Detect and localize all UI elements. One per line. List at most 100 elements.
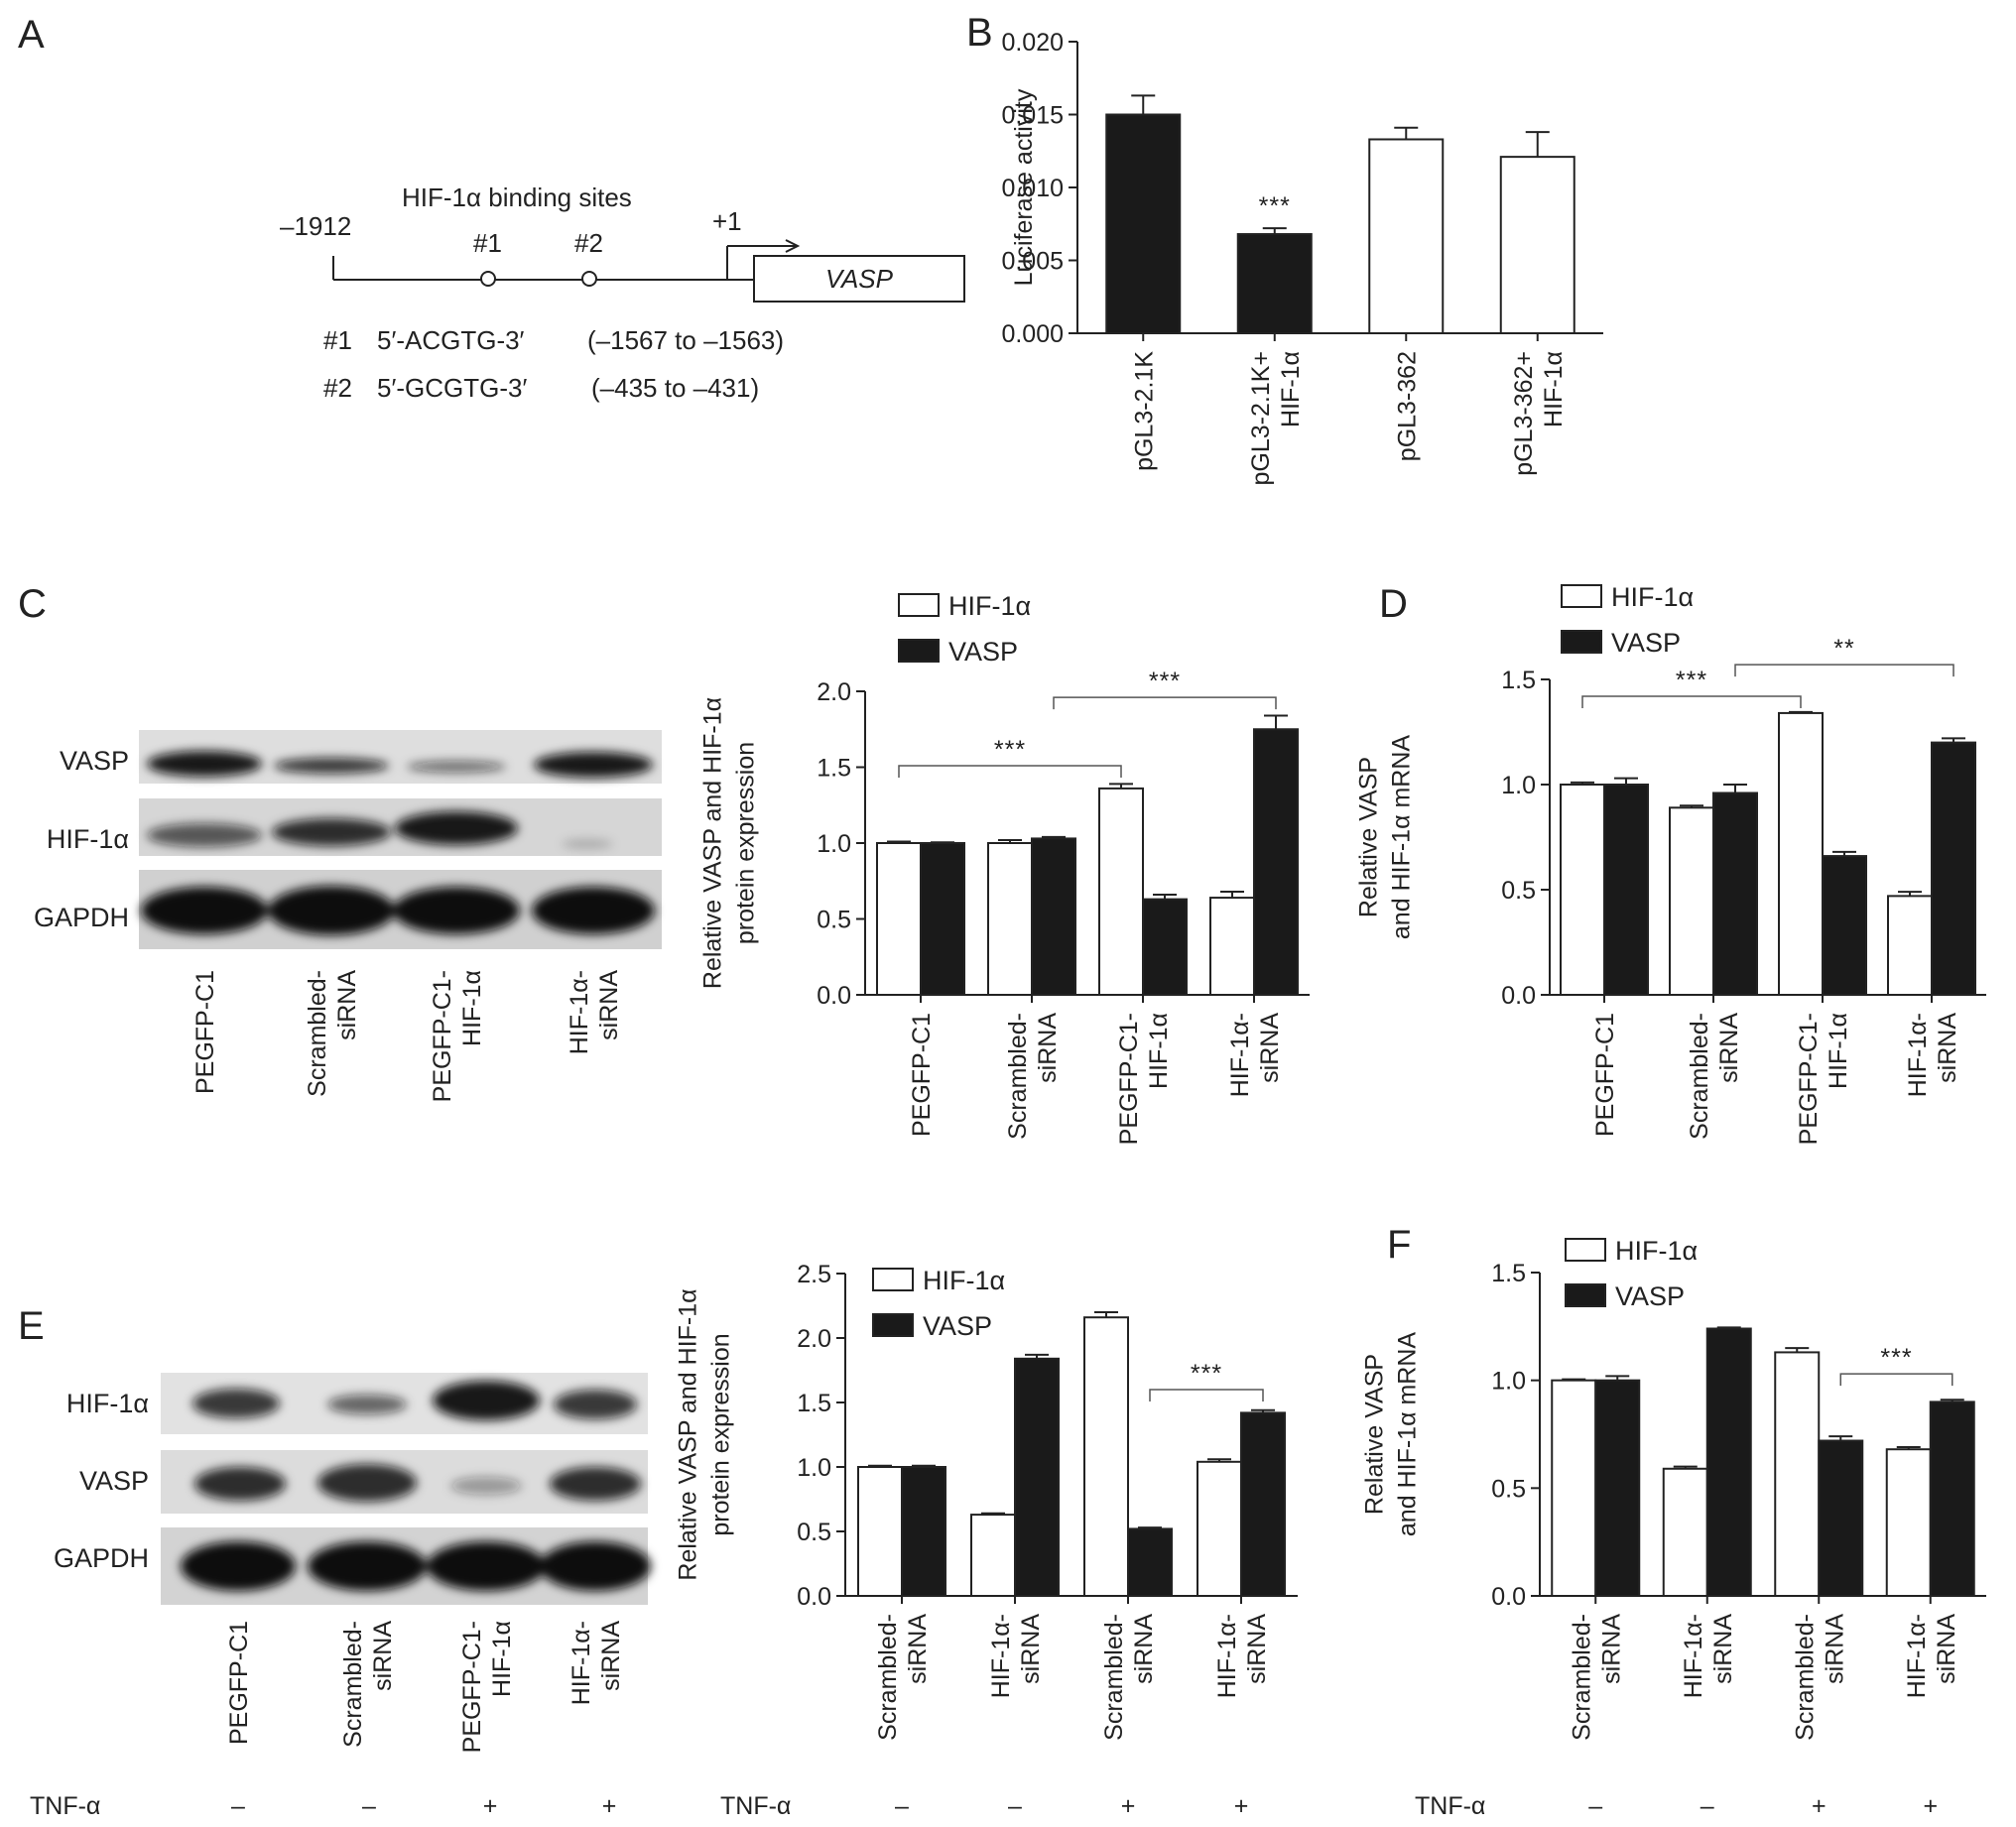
seq2-range: (–435 to –431): [591, 373, 759, 403]
blot-e-vasp-band-4: [550, 1467, 641, 1501]
chart-f-category-3: Scrambled-siRNA: [1791, 1614, 1848, 1741]
chart-b-y-axis-label-line-1: Luciferase activity: [1010, 88, 1038, 286]
blot-e-tnf-label: TNF-α: [30, 1792, 100, 1820]
chart-e-y-tick-label: 0.0: [797, 1583, 831, 1611]
chart-e-y-tick-label: 2.0: [797, 1325, 831, 1353]
chart-f-y-axis-label-line-1: Relative VASP: [1361, 1354, 1389, 1515]
chart-c-category-4-line-1: HIF-1α-: [1226, 1013, 1254, 1097]
lanes-E-3-line-2: HIF-1α: [488, 1621, 516, 1697]
chart-d-vasp-bar-1: [1603, 784, 1649, 996]
blot-c-strip-hif: [139, 798, 662, 856]
panel-letter-a: A: [18, 13, 45, 57]
chart-e-hif-bar-2: [970, 1514, 1016, 1597]
chart-e-legend-swatch-vasp: [872, 1313, 914, 1337]
chart-b-bar-1: [1105, 113, 1182, 334]
lanes-C-2: Scrambled-siRNA: [304, 970, 361, 1097]
chart-f-category-1-line-2: siRNA: [1597, 1614, 1625, 1684]
blot-e-gapdh-band-1: [181, 1541, 296, 1591]
lanes-E-2: Scrambled-siRNA: [339, 1621, 397, 1748]
blot-c-lane-labels: PEGFP-C1 Scrambled-siRNA PEGFP-C1- HIF-1α HI…: [191, 970, 623, 1103]
blot-e-hif-band-2: [327, 1395, 407, 1414]
vasp-gene-box: [753, 255, 965, 303]
blot-c-strip-vasp: [139, 730, 662, 784]
tss-arrowhead: [785, 239, 801, 253]
chart-f-bracket-1: [1839, 1373, 1953, 1387]
chart-f-hif-bar-1: [1551, 1379, 1597, 1597]
chart-c-y-axis-label-line-2: protein expression: [732, 742, 760, 944]
chart-c-y-axis-label-line-1: Relative VASP and HIF-1α: [699, 697, 727, 989]
chart-f-tnf-label: TNF-α: [1415, 1792, 1485, 1820]
lanes-C-4: HIF-1α-siRNA: [566, 970, 623, 1055]
chart-e-legend-label-vasp: VASP: [923, 1311, 992, 1341]
chart-f-bracket-1-label: ***: [1880, 1344, 1912, 1372]
chart-c-legend-label-vasp: VASP: [948, 637, 1018, 667]
protein-chart-e: 0.0 0.5 1.0 1.5 2.0 2.5 Relative VASP and HIF-…: [675, 1261, 1298, 1820]
chart-f-tnf-sign-2: –: [1701, 1792, 1714, 1820]
chart-f-legend-swatch-hif: [1565, 1238, 1606, 1262]
chart-e-hif-bar-1: [857, 1466, 903, 1597]
blot-c-label-gapdh: GAPDH: [34, 903, 129, 932]
chart-c-legend-swatch-hif: [898, 593, 940, 617]
chart-b-category-3: pGL3-362: [1393, 351, 1421, 461]
chart-f-y-tick-label: 1.5: [1491, 1260, 1526, 1287]
chart-f-category-2-line-2: siRNA: [1709, 1614, 1737, 1684]
chart-c-bracket-1: [898, 765, 1122, 778]
chart-f-category-1-line-1: Scrambled-: [1568, 1614, 1595, 1741]
blot-e-vasp-band-3: [450, 1477, 522, 1495]
blot-e-tnf-sign-4: +: [602, 1792, 617, 1820]
lanes-E-2-line-2: siRNA: [369, 1621, 397, 1691]
chart-d-bracket-2-label: **: [1833, 635, 1854, 663]
chart-d-category-1-line-1: PEGFP-C1: [1591, 1013, 1619, 1137]
chart-f-category-4-line-1: HIF-1α-: [1903, 1614, 1931, 1698]
panel-d: D 0.0 0.5 1.0 1.5 Relative VASP and HIF-1α mR…: [1355, 582, 1986, 1145]
chart-c-y-tick-label: 2.0: [817, 678, 851, 706]
chart-d-vasp-bar-4: [1931, 741, 1976, 996]
blot-c-gapdh-band-1: [141, 887, 268, 934]
chart-c-category-2-line-2: siRNA: [1034, 1013, 1062, 1083]
chart-b-category-4-line-2: HIF-1α: [1540, 351, 1568, 427]
chart-d-y-axis-label-line-2: and HIF-1α mRNA: [1388, 735, 1416, 939]
chart-d-hif-bar-2: [1669, 806, 1714, 996]
lanes-C-3: PEGFP-C1- HIF-1α: [429, 970, 486, 1102]
chart-d-category-2-line-2: siRNA: [1715, 1013, 1743, 1083]
blot-c-vasp-band-1: [147, 751, 262, 777]
chart-f-vasp-bar-4: [1929, 1401, 1975, 1598]
chart-e-tnf-sign-2: –: [1008, 1792, 1022, 1820]
chart-d-category-1: PEGFP-C1: [1591, 1013, 1619, 1137]
blot-e-gapdh-band-2: [308, 1541, 427, 1591]
lanes-E-1-line-1: PEGFP-C1: [225, 1621, 253, 1745]
chart-d-category-3: PEGFP-C1- HIF-1α: [1795, 1013, 1852, 1145]
lanes-E-3: PEGFP-C1- HIF-1α: [458, 1621, 516, 1753]
chart-e-category-2-line-2: siRNA: [1017, 1614, 1045, 1684]
blot-e-label-hif: HIF-1α: [66, 1389, 149, 1418]
chart-d-bracket-2: [1734, 664, 1954, 677]
promoter-start-label: –1912: [280, 211, 351, 241]
chart-e-bracket-1: [1149, 1389, 1264, 1401]
chart-e-tnf-sign-1: –: [895, 1792, 909, 1820]
chart-e-category-4-line-1: HIF-1α-: [1213, 1614, 1241, 1698]
blot-c-hif-band-3: [395, 811, 518, 845]
chart-f-y-axis-label-line-2: and HIF-1α mRNA: [1394, 1332, 1422, 1536]
chart-b-category-3-line-1: pGL3-362: [1393, 351, 1421, 461]
lanes-C-4-line-1: HIF-1α-: [566, 970, 593, 1054]
chart-c-vasp-bar-4: [1253, 728, 1299, 996]
blot-c-gapdh-band-2: [268, 886, 395, 935]
chart-e-category-2-line-1: HIF-1α-: [987, 1614, 1015, 1698]
lanes-E-4-line-1: HIF-1α-: [567, 1621, 595, 1705]
lanes-E-2-line-1: Scrambled-: [339, 1621, 367, 1748]
chart-d-category-2-line-1: Scrambled-: [1686, 1013, 1713, 1140]
chart-b-category-1-line-1: pGL3-2.1K: [1130, 351, 1158, 471]
chart-c-hif-bar-2: [987, 842, 1033, 996]
chart-b-y-tick-label: 0.000: [1001, 320, 1064, 348]
chart-d-hif-bar-3: [1778, 711, 1824, 996]
blot-e-hif-band-3: [433, 1381, 540, 1420]
panel-c: C VASP HIF-1α GAPDH: [18, 582, 1310, 1145]
chart-e-vasp-bar-4: [1240, 1411, 1286, 1598]
chart-d-y-tick-label: 0.5: [1501, 877, 1536, 905]
mrna-chart-f: 0.0 0.5 1.0 1.5 Relative VASP and HIF-1α mRNA…: [1361, 1236, 1986, 1820]
lanes-C-4-line-2: siRNA: [595, 970, 623, 1040]
chart-d-vasp-bar-3: [1822, 855, 1867, 997]
blot-e-label-vasp: VASP: [79, 1466, 149, 1496]
blot-c-gapdh-band-4: [532, 887, 655, 934]
